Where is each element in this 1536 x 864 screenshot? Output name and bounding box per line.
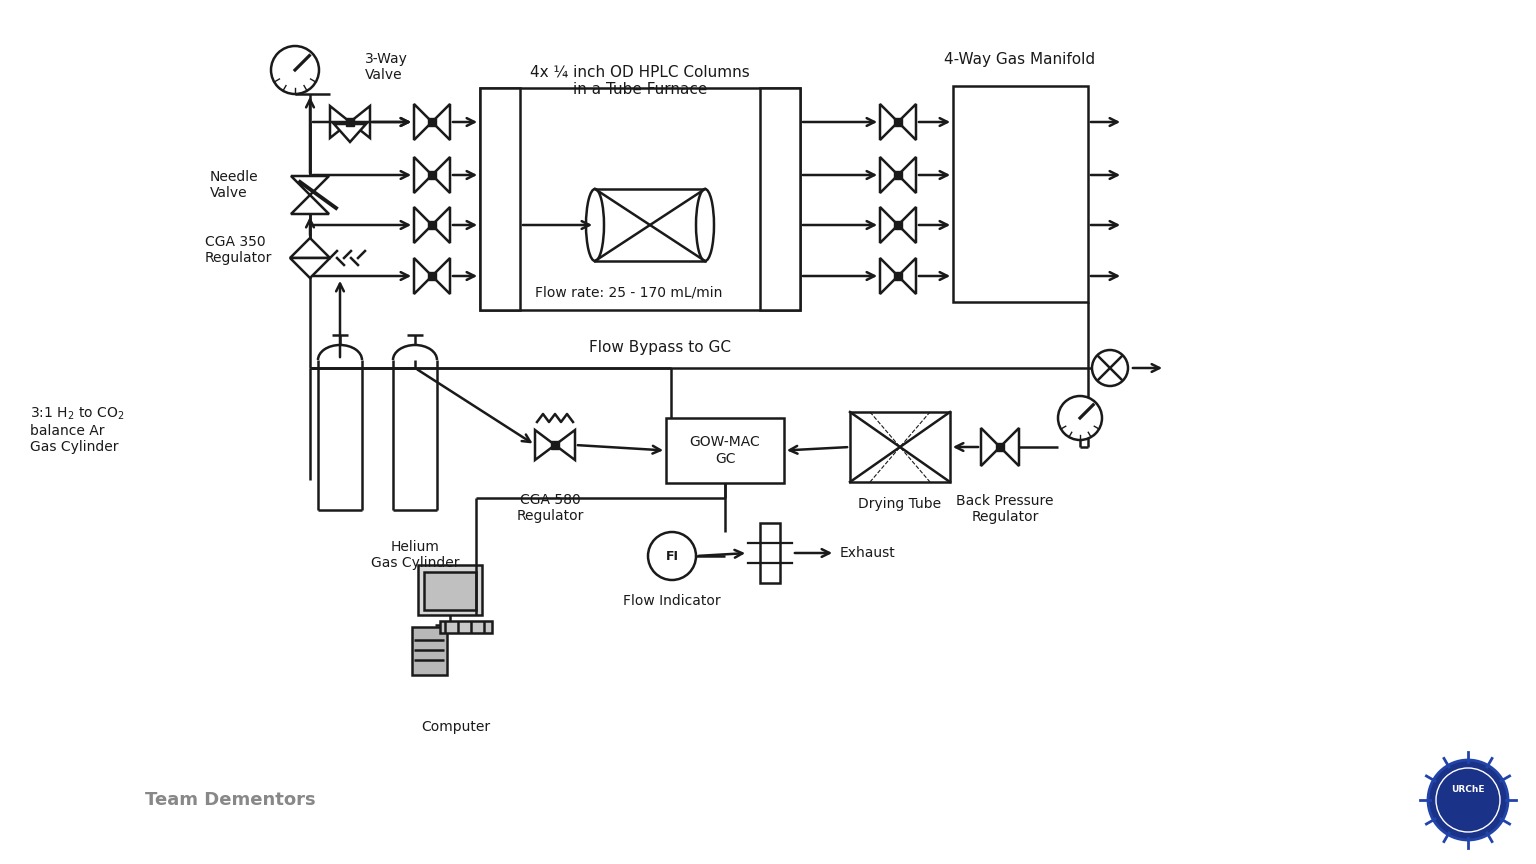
- Text: 3-Way
Valve: 3-Way Valve: [366, 52, 409, 82]
- Polygon shape: [330, 106, 350, 138]
- Bar: [424, 572, 476, 610]
- Polygon shape: [415, 258, 432, 294]
- Polygon shape: [554, 430, 574, 460]
- Bar: [439, 621, 492, 633]
- Text: 4-Way Gas Manifold: 4-Way Gas Manifold: [945, 52, 1095, 67]
- Polygon shape: [290, 238, 330, 258]
- Polygon shape: [1000, 428, 1018, 466]
- Polygon shape: [415, 207, 432, 243]
- Text: Back Pressure
Regulator: Back Pressure Regulator: [957, 494, 1054, 524]
- Polygon shape: [982, 428, 1000, 466]
- Bar: [667, 418, 783, 483]
- Polygon shape: [899, 157, 915, 193]
- Circle shape: [1058, 396, 1101, 440]
- Polygon shape: [333, 124, 366, 142]
- Ellipse shape: [696, 189, 714, 261]
- Bar: [418, 565, 482, 615]
- Polygon shape: [880, 258, 899, 294]
- Text: Flow Bypass to GC: Flow Bypass to GC: [588, 340, 731, 355]
- Polygon shape: [899, 104, 915, 140]
- Polygon shape: [432, 207, 450, 243]
- Bar: [429, 118, 436, 126]
- Polygon shape: [880, 207, 899, 243]
- Bar: [551, 441, 559, 449]
- Polygon shape: [432, 157, 450, 193]
- Polygon shape: [290, 258, 330, 278]
- Text: URChE: URChE: [1452, 785, 1485, 795]
- Bar: [760, 88, 800, 310]
- Text: GOW-MAC
GC: GOW-MAC GC: [690, 435, 760, 466]
- Text: CGA 350
Regulator: CGA 350 Regulator: [204, 235, 272, 265]
- Circle shape: [270, 46, 319, 94]
- Bar: [894, 171, 902, 179]
- Polygon shape: [415, 157, 432, 193]
- Text: Computer: Computer: [421, 720, 490, 734]
- Polygon shape: [899, 207, 915, 243]
- Bar: [894, 118, 902, 126]
- Polygon shape: [432, 258, 450, 294]
- Polygon shape: [899, 258, 915, 294]
- Bar: [849, 412, 949, 482]
- Text: Team Dementors: Team Dementors: [144, 791, 315, 809]
- Bar: [760, 523, 780, 583]
- Bar: [346, 118, 353, 126]
- Polygon shape: [350, 106, 370, 138]
- Bar: [995, 443, 1005, 451]
- Ellipse shape: [587, 189, 604, 261]
- Text: Flow rate: 25 - 170 mL/min: Flow rate: 25 - 170 mL/min: [535, 285, 722, 299]
- Text: Flow Indicator: Flow Indicator: [624, 594, 720, 608]
- Polygon shape: [290, 176, 329, 195]
- Polygon shape: [880, 157, 899, 193]
- Bar: [429, 171, 436, 179]
- Polygon shape: [415, 104, 432, 140]
- Bar: [429, 272, 436, 280]
- Text: Drying Tube: Drying Tube: [859, 497, 942, 511]
- Bar: [412, 627, 447, 675]
- Polygon shape: [880, 104, 899, 140]
- Circle shape: [1428, 760, 1508, 840]
- Polygon shape: [432, 104, 450, 140]
- Bar: [894, 272, 902, 280]
- Polygon shape: [290, 195, 329, 214]
- Polygon shape: [535, 430, 554, 460]
- Bar: [479, 88, 521, 310]
- Bar: [479, 88, 800, 310]
- Circle shape: [648, 532, 696, 580]
- Bar: [429, 221, 436, 229]
- Bar: [894, 221, 902, 229]
- Text: Helium
Gas Cylinder: Helium Gas Cylinder: [370, 540, 459, 570]
- Text: Needle
Valve: Needle Valve: [210, 170, 258, 200]
- Text: FI: FI: [665, 550, 679, 562]
- Text: Exhaust: Exhaust: [840, 546, 895, 560]
- Text: CGA 580
Regulator: CGA 580 Regulator: [516, 493, 584, 524]
- Circle shape: [1092, 350, 1127, 386]
- Text: 4x ¼ inch OD HPLC Columns
in a Tube Furnace: 4x ¼ inch OD HPLC Columns in a Tube Furn…: [530, 65, 750, 98]
- Text: 3:1 H$_2$ to CO$_2$
balance Ar
Gas Cylinder: 3:1 H$_2$ to CO$_2$ balance Ar Gas Cylin…: [31, 405, 124, 454]
- Bar: [952, 86, 1087, 302]
